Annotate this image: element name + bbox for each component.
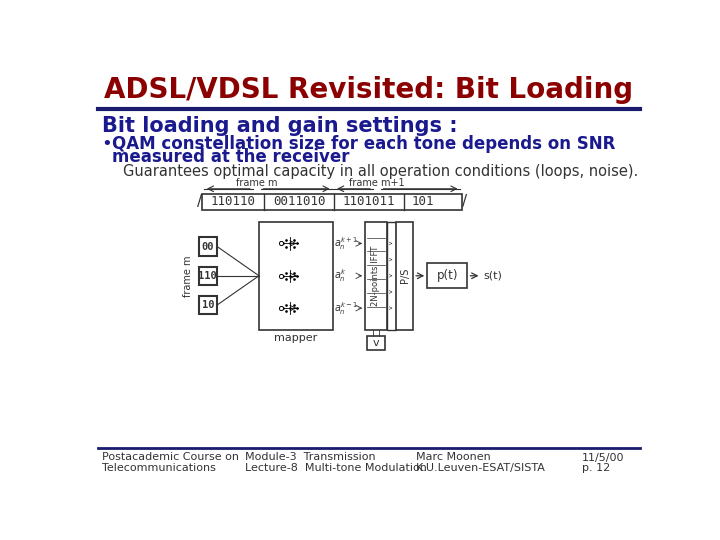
Bar (427, 264, 467, 288)
Bar (259, 222, 333, 330)
Bar (387, 222, 396, 330)
Text: Bit loading and gain settings :: Bit loading and gain settings : (102, 117, 457, 137)
Text: v: v (373, 338, 379, 348)
Text: 0011010: 0011010 (273, 195, 325, 208)
Text: Postacademic Course on: Postacademic Course on (102, 453, 238, 462)
Text: $a_n^{k-1}$: $a_n^{k-1}$ (334, 300, 359, 316)
Text: frame m: frame m (183, 255, 193, 296)
Text: Guarantees optimal capacity in all operation conditions (loops, noise).: Guarantees optimal capacity in all opera… (122, 164, 638, 179)
Text: frame m: frame m (236, 178, 277, 188)
Bar (199, 237, 217, 256)
Text: p. 12: p. 12 (582, 462, 611, 472)
Bar (365, 222, 387, 330)
Text: frame m+1: frame m+1 (349, 178, 405, 188)
Text: ADSL/VDSL Revisited: Bit Loading: ADSL/VDSL Revisited: Bit Loading (104, 76, 634, 104)
Text: Lecture-8  Multi-tone Modulation: Lecture-8 Multi-tone Modulation (245, 462, 427, 472)
Text: /: / (197, 194, 202, 210)
Text: 10: 10 (202, 300, 214, 310)
Text: 110: 110 (199, 271, 217, 281)
Text: Module-3  Transmission: Module-3 Transmission (245, 453, 376, 462)
Text: Marc Moonen: Marc Moonen (415, 453, 490, 462)
Bar (202, 194, 462, 210)
Text: p(t): p(t) (436, 269, 458, 282)
Text: 1101011: 1101011 (343, 195, 395, 208)
Text: P/S: P/S (400, 268, 410, 284)
Text: K.U.Leuven-ESAT/SISTA: K.U.Leuven-ESAT/SISTA (415, 462, 545, 472)
Text: measured at the receiver: measured at the receiver (112, 148, 349, 166)
Text: QAM constellation size for each tone depends on SNR: QAM constellation size for each tone dep… (112, 135, 615, 153)
Text: $a_n^{k}$: $a_n^{k}$ (334, 267, 347, 284)
Text: s(t): s(t) (483, 271, 502, 281)
Bar (396, 222, 413, 330)
Text: 11/5/00: 11/5/00 (582, 453, 625, 462)
Text: •: • (102, 135, 112, 153)
Text: Telecommunications: Telecommunications (102, 462, 215, 472)
Text: /: / (462, 194, 467, 210)
Bar (367, 336, 384, 350)
Text: 101: 101 (412, 195, 434, 208)
Text: 2N-points IFFT: 2N-points IFFT (372, 246, 380, 306)
Bar (199, 267, 217, 285)
Text: 00: 00 (202, 241, 214, 252)
Bar (199, 296, 217, 314)
Text: $a_n^{k+1}$: $a_n^{k+1}$ (334, 235, 359, 252)
Text: mapper: mapper (274, 333, 318, 343)
Text: 110110: 110110 (211, 195, 256, 208)
